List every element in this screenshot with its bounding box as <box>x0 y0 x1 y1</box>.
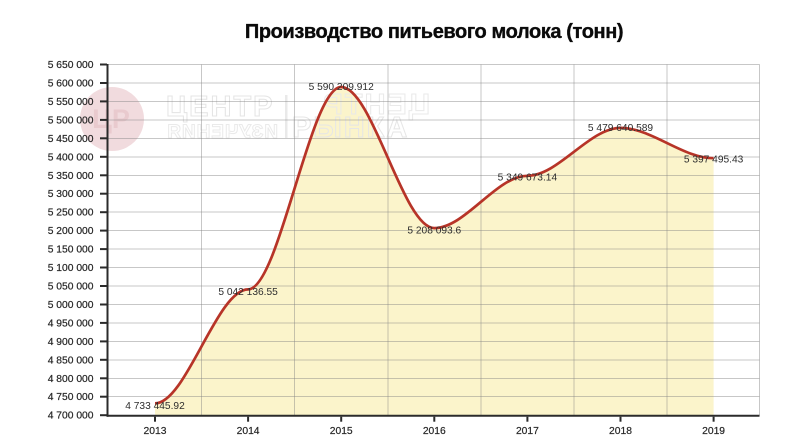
svg-text:5 000 000: 5 000 000 <box>48 300 94 311</box>
svg-text:4 750 000: 4 750 000 <box>48 392 94 403</box>
svg-text:ЦЕНТР: ЦЕНТР <box>321 89 430 121</box>
svg-text:ЦР: ЦР <box>92 104 130 134</box>
svg-text:5 100 000: 5 100 000 <box>48 263 94 274</box>
svg-text:4 700 000: 4 700 000 <box>48 411 94 422</box>
svg-text:5 650 000: 5 650 000 <box>48 60 94 71</box>
svg-text:5 400 000: 5 400 000 <box>48 152 94 163</box>
svg-text:5 397 495.43: 5 397 495.43 <box>684 155 744 166</box>
svg-text:5 350 000: 5 350 000 <box>48 171 94 182</box>
svg-text:5 042 136.55: 5 042 136.55 <box>218 287 278 298</box>
svg-text:2013: 2013 <box>144 426 167 437</box>
svg-text:2014: 2014 <box>237 426 260 437</box>
svg-text:4 800 000: 4 800 000 <box>48 374 94 385</box>
svg-text:4 900 000: 4 900 000 <box>48 337 94 348</box>
svg-text:5 349 673.14: 5 349 673.14 <box>498 172 558 183</box>
svg-text:4 950 000: 4 950 000 <box>48 318 94 329</box>
svg-text:2018: 2018 <box>609 426 632 437</box>
svg-text:2019: 2019 <box>702 426 725 437</box>
svg-text:ИЗУЧЕНИЯ: ИЗУЧЕНИЯ <box>166 122 278 143</box>
svg-text:4 733 445.92: 4 733 445.92 <box>125 401 185 412</box>
svg-text:2015: 2015 <box>330 426 353 437</box>
svg-text:5 600 000: 5 600 000 <box>48 79 94 90</box>
svg-text:5 550 000: 5 550 000 <box>48 97 94 108</box>
svg-text:5 250 000: 5 250 000 <box>48 208 94 219</box>
svg-text:5 150 000: 5 150 000 <box>48 245 94 256</box>
svg-text:2016: 2016 <box>423 426 446 437</box>
svg-text:5 479 640.589: 5 479 640.589 <box>588 123 653 134</box>
svg-text:Производство питьевого молока: Производство питьевого молока (тонн) <box>245 21 623 43</box>
svg-text:5 450 000: 5 450 000 <box>48 134 94 145</box>
svg-text:4 850 000: 4 850 000 <box>48 355 94 366</box>
svg-text:5 590 209.912: 5 590 209.912 <box>309 82 374 93</box>
svg-text:ЦЕНТР: ЦЕНТР <box>166 91 275 123</box>
svg-text:5 500 000: 5 500 000 <box>48 115 94 126</box>
svg-text:5 208 093.6: 5 208 093.6 <box>407 225 461 236</box>
svg-text:5 050 000: 5 050 000 <box>48 282 94 293</box>
svg-text:5 300 000: 5 300 000 <box>48 189 94 200</box>
svg-text:5 200 000: 5 200 000 <box>48 226 94 237</box>
svg-text:2017: 2017 <box>516 426 539 437</box>
